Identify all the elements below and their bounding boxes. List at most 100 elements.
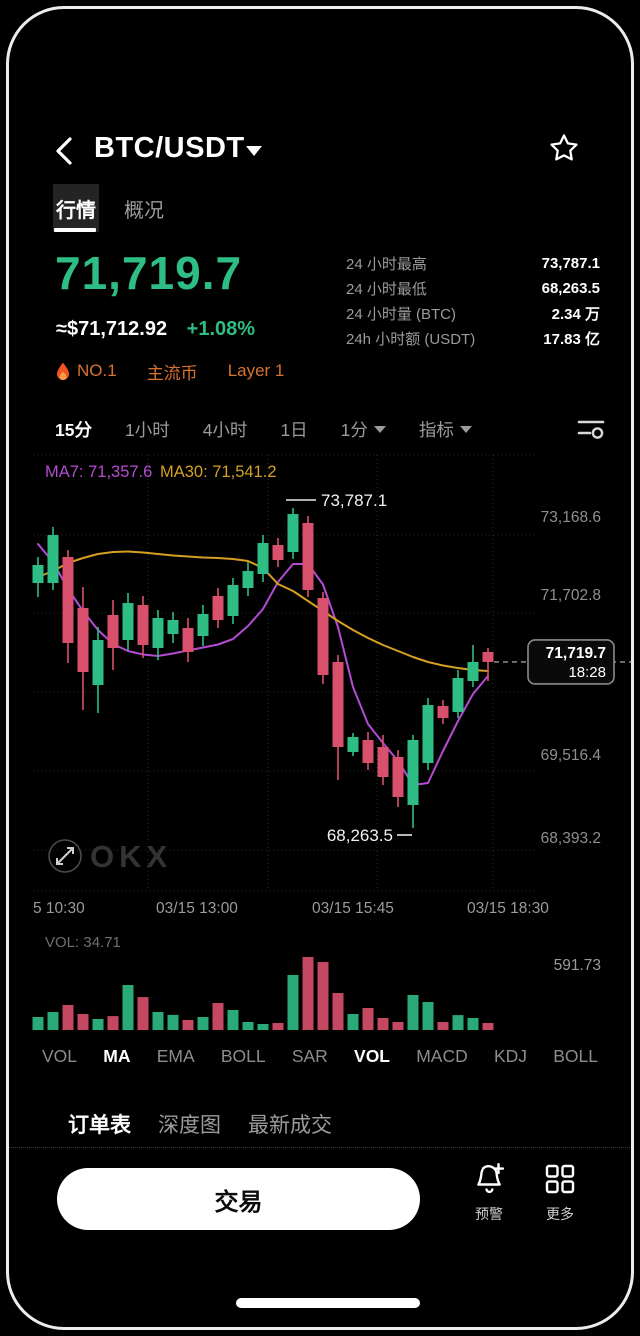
timeframe-1分[interactable]: 1分 <box>341 417 386 442</box>
pair-title[interactable]: BTC/USDT <box>94 132 245 164</box>
last-price: 71,719.7 <box>55 247 243 299</box>
favorite-star-icon[interactable] <box>548 132 580 164</box>
y-axis-label: 73,168.6 <box>541 509 601 526</box>
stat-label: 24 小时最低 <box>346 281 427 298</box>
y-axis-label: 71,702.8 <box>541 587 601 604</box>
tab-market-label: 行情 <box>56 199 96 222</box>
svg-text:68,263.5: 68,263.5 <box>327 826 393 845</box>
svg-text:18:28: 18:28 <box>568 664 606 681</box>
chart-grid <box>33 454 534 892</box>
indicator-tab-vol-5[interactable]: VOL <box>354 1045 390 1066</box>
flame-icon <box>57 362 69 380</box>
stat-value: 17.83 亿 <box>543 331 600 348</box>
x-axis-label: 03/15 15:45 <box>312 900 394 917</box>
phone-screen: BTC/USDT 行情 概况 71,719.7 <box>9 9 631 1327</box>
bottom-tab-最新成交[interactable]: 最新成交 <box>248 1113 332 1137</box>
ma30-label: MA30: 71,541.2 <box>160 463 277 481</box>
fiat-price: ≈$71,712.92 <box>56 318 168 340</box>
timeframe-4小时[interactable]: 4小时 <box>203 417 248 442</box>
timeframe-label: 1小时 <box>124 419 170 440</box>
timeframe-label: 1分 <box>340 419 368 440</box>
timeframe-指标[interactable]: 指标 <box>419 417 472 442</box>
stat-row: 24 小时最高 73,787.1 <box>346 251 600 276</box>
stat-value: 73,787.1 <box>541 255 600 272</box>
bottom-tab-订单表[interactable]: 订单表 <box>68 1113 131 1137</box>
chart-svg[interactable]: OKX 73,787.1 68,263.5 MA7: 71,357.6 MA30: 71… <box>9 450 631 1035</box>
tag-mainstream[interactable]: 主流币 <box>147 359 198 384</box>
volume-pane: VOL: 34.71 591.73 <box>32 934 601 1030</box>
current-price-badge: 71,719.7 18:28 <box>494 639 631 685</box>
grid-more-icon <box>545 1164 575 1194</box>
tag-rank-label: NO.1 <box>77 361 117 380</box>
page-tabs: 行情 概况 <box>9 184 631 234</box>
tag-layer1[interactable]: Layer 1 <box>228 361 285 381</box>
more-action[interactable]: 更多 <box>530 1162 590 1224</box>
stat-value: 68,263.5 <box>541 280 600 297</box>
x-axis-label: 5 10:30 <box>33 900 85 917</box>
timeframe-label: 指标 <box>418 419 454 440</box>
svg-text:71,719.7: 71,719.7 <box>546 645 606 662</box>
y-axis-label: 69,516.4 <box>541 747 602 764</box>
timeframe-toolbar: 15分 1小时 4小时 1日 1分 指标 <box>9 412 631 446</box>
x-axis-label: 03/15 13:00 <box>156 900 238 917</box>
indicator-tabs: VOL MA EMA BOLL SAR VOL MACD KDJ BOLL <box>9 1038 631 1074</box>
stat-row: 24 小时最低 68,263.5 <box>346 276 600 301</box>
alert-label: 预警 <box>475 1206 503 1222</box>
indicator-tab-macd-6[interactable]: MACD <box>416 1045 468 1066</box>
back-button[interactable] <box>50 135 80 167</box>
indicator-tab-sar-4[interactable]: SAR <box>291 1045 328 1066</box>
indicator-tab-kdj-7[interactable]: KDJ <box>493 1045 528 1066</box>
footer-bar: 交易 预警 <box>9 1162 631 1242</box>
stat-label: 24h 小时额 (USDT) <box>346 331 476 348</box>
y-axis-label: 68,393.2 <box>541 830 601 847</box>
timeframe-label: 15分 <box>55 419 92 440</box>
header: BTC/USDT <box>9 130 631 174</box>
alert-action[interactable]: 预警 <box>459 1162 519 1224</box>
stat-row: 24 小时量 (BTC) 2.34 万 <box>346 301 600 326</box>
indicator-tab-boll-8[interactable]: BOLL <box>553 1045 598 1066</box>
more-label: 更多 <box>546 1206 574 1222</box>
stat-label: 24 小时量 (BTC) <box>346 306 457 323</box>
volume-label: VOL: 34.71 <box>45 934 121 951</box>
token-tags: NO.1 主流币 Layer 1 <box>56 358 284 384</box>
timeframe-label: 4小时 <box>202 419 248 440</box>
bell-plus-icon <box>477 1163 505 1194</box>
okx-watermark: OKX <box>48 839 172 874</box>
svg-text:73,787.1: 73,787.1 <box>321 491 387 510</box>
indicator-tab-boll-3[interactable]: BOLL <box>220 1045 266 1066</box>
back-chevron-icon <box>56 137 72 165</box>
fiat-price-row: ≈$71,712.92 +1.08% <box>56 318 255 341</box>
timeframe-1日[interactable]: 1日 <box>280 417 307 442</box>
tag-rank[interactable]: NO.1 <box>56 361 117 381</box>
orderbook-tabs: 订单表 深度图 最新成交 <box>9 1100 631 1148</box>
timeframe-1小时[interactable]: 1小时 <box>125 417 170 442</box>
timeframe-label: 1日 <box>280 419 308 440</box>
indicator-tab-vol-0[interactable]: VOL <box>42 1045 78 1066</box>
pair-dropdown-caret-icon[interactable] <box>246 146 262 156</box>
stat-row: 24h 小时额 (USDT) 17.83 亿 <box>346 326 600 351</box>
tab-active-underline <box>54 228 96 232</box>
home-indicator <box>236 1298 420 1308</box>
x-axis-label: 03/15 18:30 <box>467 900 549 917</box>
tab-overview-label: 概况 <box>124 199 164 222</box>
stats-panel: 24 小时最高 73,787.1 24 小时最低 68,263.5 24 小时量 (… <box>346 251 600 351</box>
price-chart[interactable]: OKX 73,787.1 68,263.5 MA7: 71,357.6 MA30: 71… <box>9 450 631 1035</box>
dropdown-caret-icon <box>373 425 386 433</box>
dropdown-caret-icon <box>459 425 472 433</box>
candles <box>32 508 494 828</box>
indicator-settings-icon[interactable] <box>576 417 606 441</box>
tab-overview[interactable]: 概况 <box>124 184 164 232</box>
tab-market[interactable]: 行情 <box>53 184 99 232</box>
bottom-tab-深度图[interactable]: 深度图 <box>158 1113 221 1137</box>
ma7-label: MA7: 71,357.6 <box>45 463 152 481</box>
indicator-tab-ma-1[interactable]: MA <box>103 1045 131 1066</box>
chart-annotations: 73,787.1 68,263.5 <box>286 491 412 845</box>
volume-scale-label: 591.73 <box>554 957 601 974</box>
change-percent: +1.08% <box>186 318 256 340</box>
stat-value: 2.34 万 <box>551 306 600 323</box>
svg-text:OKX: OKX <box>90 839 172 874</box>
indicator-tab-ema-2[interactable]: EMA <box>156 1045 195 1066</box>
trade-button[interactable]: 交易 <box>57 1168 420 1230</box>
timeframe-15分[interactable]: 15分 <box>55 417 92 442</box>
